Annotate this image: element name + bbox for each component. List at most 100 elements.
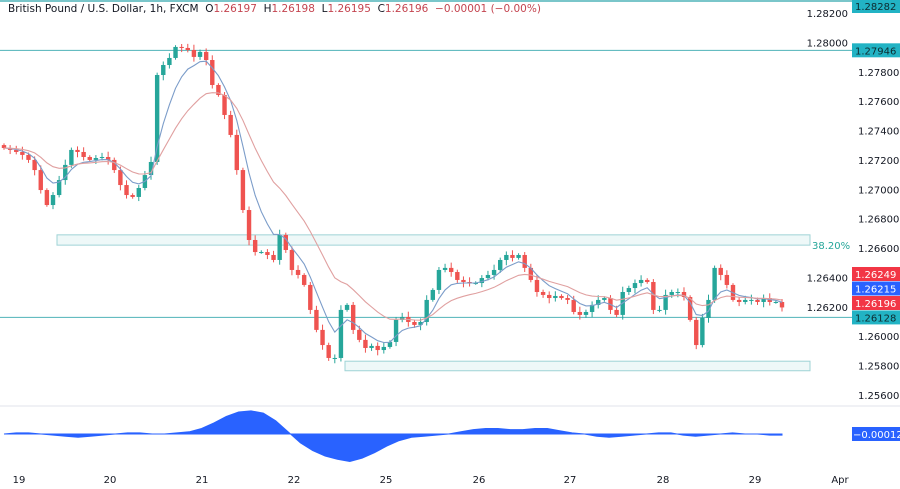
candle-body: [154, 75, 160, 162]
candle-body: [510, 254, 515, 258]
y-tick-label: 1.27800: [858, 68, 899, 79]
candle-body: [694, 319, 699, 346]
candle-body: [50, 195, 56, 206]
price-tag-label: 1.26196: [855, 299, 896, 310]
candle-body: [308, 284, 313, 310]
candle-body: [504, 254, 509, 260]
candle-body: [755, 299, 760, 302]
candle-body: [681, 292, 687, 297]
candle-body: [736, 299, 742, 302]
candle-body: [228, 114, 233, 135]
price-tag-bg: [852, 296, 900, 310]
candle-body: [20, 151, 25, 155]
candle-body: [596, 299, 601, 305]
candle-body: [56, 180, 62, 196]
candle-body: [393, 319, 399, 342]
candle-body: [210, 60, 215, 85]
candle-body: [277, 234, 282, 260]
low-label: L: [321, 3, 328, 15]
candle-body: [522, 254, 527, 268]
candle-body: [320, 329, 325, 346]
y-tick-label: 1.26400: [807, 273, 848, 284]
support-resistance-zone: [56, 234, 811, 246]
candle-body: [38, 170, 43, 191]
candle-body: [350, 304, 356, 330]
y-tick-label: 1.27400: [858, 127, 899, 138]
candle-body: [743, 299, 748, 302]
candle-body: [81, 151, 86, 157]
x-tick-label: 21: [196, 475, 209, 486]
candle-body: [14, 149, 19, 152]
x-tick-label: 19: [13, 475, 26, 486]
close-label: C: [377, 3, 385, 15]
candle-body: [675, 292, 681, 294]
candle-body: [534, 279, 540, 293]
candle-body: [455, 272, 460, 280]
candle-body: [638, 279, 644, 284]
candle-body: [252, 239, 258, 253]
candle-body: [559, 295, 564, 299]
y-tick-label: 1.25600: [858, 391, 899, 402]
y-tick-label: 1.26600: [858, 244, 899, 255]
candle-body: [222, 94, 227, 115]
high-value: 1.26198: [271, 3, 315, 15]
oscillator-value-label: −0.00012: [853, 430, 900, 441]
candle-body: [75, 149, 80, 152]
x-tick-label: 25: [380, 475, 393, 486]
candle-body: [26, 154, 31, 160]
candle-body: [448, 267, 454, 273]
candle-body: [718, 267, 723, 275]
y-tick-label: 1.26800: [858, 215, 899, 226]
candle-body: [602, 298, 607, 300]
candle-body: [547, 294, 552, 299]
candle-body: [246, 210, 252, 240]
price-tag-bg: [852, 281, 900, 296]
y-tick-label: 1.28200: [807, 9, 848, 20]
candle-body: [565, 298, 570, 300]
candle-body: [687, 296, 693, 320]
candle-body: [332, 357, 338, 359]
y-tick-label: 1.27600: [858, 97, 899, 108]
candle-body: [583, 311, 589, 315]
price-tag-label: 1.26128: [855, 313, 896, 324]
candle-body: [314, 309, 319, 330]
open-label: O: [205, 3, 214, 15]
candle-body: [216, 84, 221, 95]
candle-body: [553, 295, 558, 299]
candle-body: [271, 254, 276, 260]
candle-body: [167, 57, 172, 66]
candle-body: [571, 299, 576, 312]
price-tag-label: 1.26249: [855, 270, 896, 281]
candle-body: [203, 51, 209, 61]
candle-body: [442, 267, 448, 270]
candle-body: [399, 316, 405, 320]
x-tick-label: 20: [104, 475, 117, 486]
support-resistance-zone: [344, 360, 811, 372]
high-label: H: [263, 3, 272, 15]
candle-body: [369, 345, 374, 348]
candle-body: [326, 345, 331, 358]
candle-body: [712, 267, 717, 300]
candle-body: [363, 339, 368, 348]
candle-body: [491, 269, 497, 275]
candle-body: [93, 158, 99, 160]
y-tick-label: 1.26000: [858, 332, 899, 343]
candle-body: [498, 259, 503, 270]
price-tag-bg: [852, 267, 900, 281]
candle-body: [69, 149, 74, 165]
x-tick-label: 26: [473, 475, 486, 486]
candle-body: [706, 299, 711, 319]
candle-body: [528, 267, 534, 280]
candle-body: [173, 46, 178, 58]
slow-moving-average: [3, 92, 783, 321]
candle-body: [112, 159, 117, 171]
candle-body: [700, 318, 705, 346]
price-tag-bg: [852, 0, 900, 13]
candle-body: [375, 345, 380, 351]
candle-body: [540, 292, 546, 295]
candle-body: [191, 50, 197, 57]
candle-body: [669, 292, 674, 295]
candle-body: [301, 274, 307, 285]
